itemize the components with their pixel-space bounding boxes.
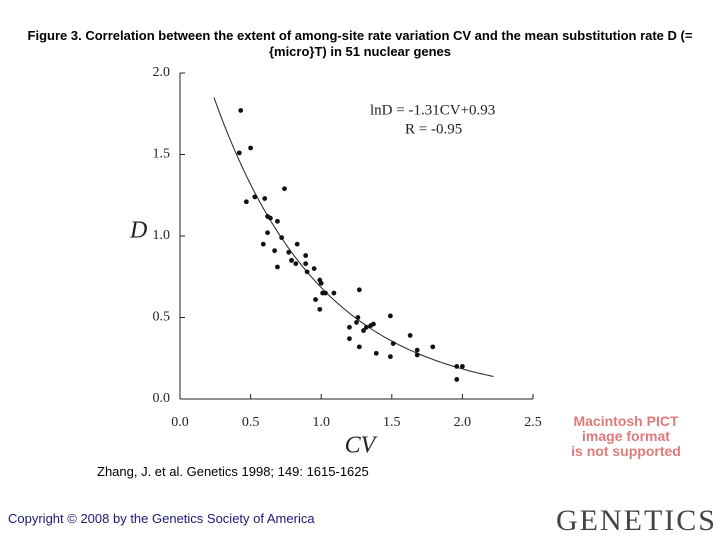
y-tick-label: 0.5 xyxy=(153,310,171,325)
slide-title: Figure 3. Correlation between the extent… xyxy=(27,28,693,59)
data-point xyxy=(293,261,299,267)
x-tick-label: 1.5 xyxy=(383,415,401,430)
data-point xyxy=(371,321,376,327)
annotation: R = -0.95 xyxy=(405,121,462,137)
data-point xyxy=(303,261,309,267)
x-tick-label: 0.0 xyxy=(171,415,189,430)
data-point xyxy=(265,230,270,236)
data-point xyxy=(252,194,258,200)
data-point xyxy=(414,352,420,358)
data-point xyxy=(272,248,278,254)
data-point xyxy=(373,350,379,356)
data-point xyxy=(460,364,465,369)
data-point xyxy=(454,364,460,369)
annotation: lnD = -1.31CV+0.93 xyxy=(370,102,495,118)
data-point xyxy=(313,297,318,302)
data-point xyxy=(407,333,413,338)
copyright: Copyright © 2008 by the Genetics Society… xyxy=(8,511,315,526)
data-point xyxy=(387,354,393,360)
data-point xyxy=(248,145,254,151)
data-point xyxy=(267,215,273,221)
y-tick-label: 0.0 xyxy=(153,391,171,406)
image-placeholder: Macintosh PICT image format is not suppo… xyxy=(552,414,700,459)
y-tick-label: 1.5 xyxy=(153,147,171,162)
data-point xyxy=(286,249,292,255)
journal-logo: GENETICS xyxy=(556,504,717,537)
data-point xyxy=(356,344,362,350)
data-point xyxy=(282,186,287,192)
x-tick-label: 2.0 xyxy=(454,415,472,430)
data-point xyxy=(275,264,280,270)
data-point xyxy=(262,196,268,201)
data-point xyxy=(387,313,393,319)
data-point xyxy=(354,319,359,325)
data-point xyxy=(275,218,280,224)
data-point xyxy=(355,315,361,320)
data-point xyxy=(347,324,352,330)
data-point xyxy=(356,287,362,293)
x-axis-label: CV xyxy=(345,433,378,459)
data-point xyxy=(317,306,323,312)
data-point xyxy=(331,290,337,296)
data-point xyxy=(303,253,309,258)
data-point xyxy=(414,347,420,353)
data-point xyxy=(390,341,396,346)
data-point xyxy=(238,108,244,113)
data-point xyxy=(454,377,460,382)
data-point xyxy=(236,150,242,156)
placeholder-line: is not supported xyxy=(571,443,681,459)
x-tick-label: 1.0 xyxy=(312,415,330,430)
data-point xyxy=(294,241,300,247)
data-point xyxy=(243,199,249,205)
y-tick-label: 1.0 xyxy=(153,228,171,243)
data-point xyxy=(347,336,352,342)
data-point xyxy=(361,328,366,333)
data-point xyxy=(363,324,369,330)
data-point xyxy=(260,241,266,247)
data-point xyxy=(304,269,310,275)
data-point xyxy=(430,344,436,350)
fit-curve xyxy=(213,97,494,377)
data-point xyxy=(279,235,285,241)
citation: Zhang, J. et al. Genetics 1998; 149: 161… xyxy=(97,464,369,479)
placeholder-line: Macintosh PICT xyxy=(573,413,679,429)
x-tick-label: 2.5 xyxy=(524,415,542,430)
x-tick-label: 0.5 xyxy=(242,415,260,430)
data-point xyxy=(323,290,328,296)
y-axis-label: D xyxy=(129,218,147,244)
placeholder-line: image format xyxy=(582,428,670,444)
data-point xyxy=(289,258,294,263)
data-point xyxy=(318,280,324,286)
data-point xyxy=(311,266,317,271)
y-tick-label: 2.0 xyxy=(153,65,171,80)
